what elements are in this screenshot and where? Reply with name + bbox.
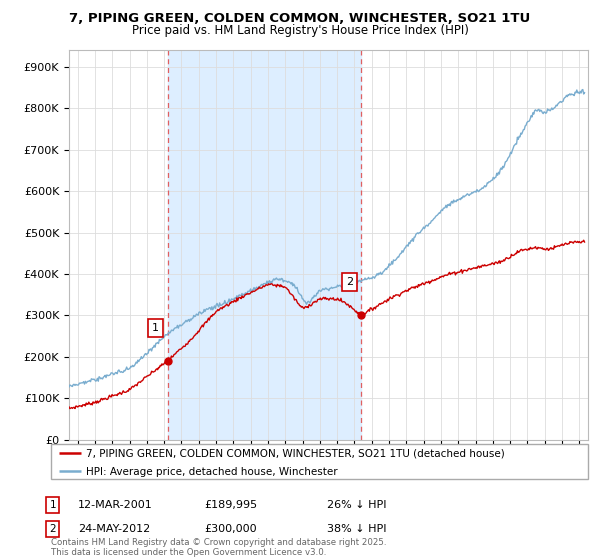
Text: 2: 2 [49,524,56,534]
Text: Contains HM Land Registry data © Crown copyright and database right 2025.
This d: Contains HM Land Registry data © Crown c… [51,538,386,557]
Text: 7, PIPING GREEN, COLDEN COMMON, WINCHESTER, SO21 1TU (detached house): 7, PIPING GREEN, COLDEN COMMON, WINCHEST… [86,448,505,458]
Text: 7, PIPING GREEN, COLDEN COMMON, WINCHESTER, SO21 1TU: 7, PIPING GREEN, COLDEN COMMON, WINCHEST… [70,12,530,25]
Text: Price paid vs. HM Land Registry's House Price Index (HPI): Price paid vs. HM Land Registry's House … [131,24,469,36]
Text: 24-MAY-2012: 24-MAY-2012 [78,524,150,534]
Text: £189,995: £189,995 [204,500,257,510]
Text: 2: 2 [346,277,353,287]
FancyBboxPatch shape [51,444,588,479]
Text: 1: 1 [152,323,159,333]
Bar [167,50,361,440]
Text: 12-MAR-2001: 12-MAR-2001 [78,500,153,510]
Text: £300,000: £300,000 [204,524,257,534]
Text: 1: 1 [49,500,56,510]
Text: HPI: Average price, detached house, Winchester: HPI: Average price, detached house, Winc… [86,466,338,477]
Text: 38% ↓ HPI: 38% ↓ HPI [327,524,386,534]
Text: 26% ↓ HPI: 26% ↓ HPI [327,500,386,510]
